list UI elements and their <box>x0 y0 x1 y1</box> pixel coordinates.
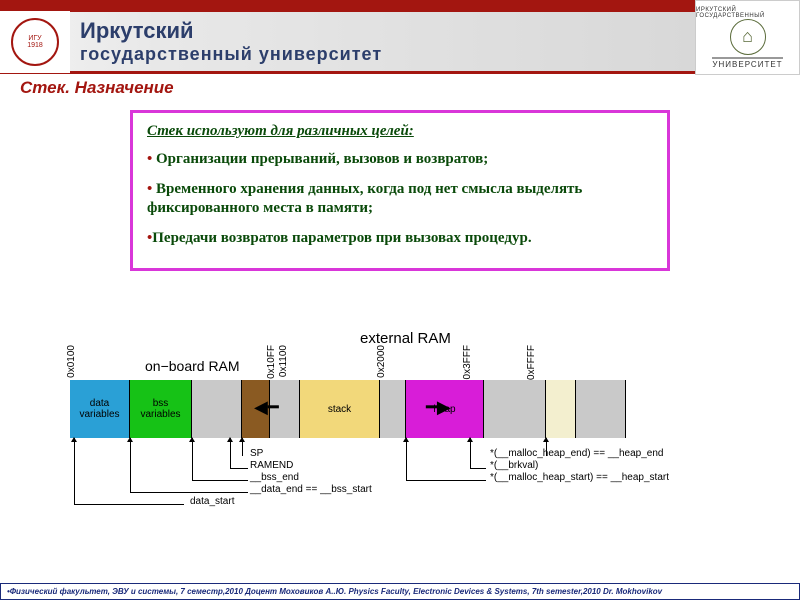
addr-1100: 0x1100 <box>278 345 289 377</box>
bullet-1: • Организации прерываний, вызовов и возв… <box>147 150 653 170</box>
datastart-label: data_start <box>190 496 234 507</box>
logo-right: ИРКУТСКИЙ ГОСУДАРСТВЕННЫЙ ⌂ УНИВЕРСИТЕТ <box>695 0 800 75</box>
seal-icon: ИГУ1918 <box>11 18 59 66</box>
addr-3fff: 0x3FFF <box>462 345 473 379</box>
mem-seg-8 <box>484 380 546 438</box>
footer: •Физический факультет, ЭВУ и системы, 7 … <box>0 583 800 600</box>
memory-row: data variablesbss variablesstackheap <box>70 380 626 438</box>
sp-line <box>242 438 243 456</box>
bullet-2: • Временного хранения данных, когда под … <box>147 180 653 219</box>
mallocstart-label: *(__malloc_heap_start) == __heap_start <box>490 472 669 483</box>
uni-line1: Иркутский <box>80 18 800 44</box>
intro-text: Стек используют для различных целей: <box>147 123 653 140</box>
content-box: Стек используют для различных целей: • О… <box>130 110 670 271</box>
building-icon: ⌂ <box>730 19 766 55</box>
mem-seg-0: data variables <box>70 380 130 438</box>
addr-10ff: 0x10FF <box>266 345 277 379</box>
mem-seg-5: stack <box>300 380 380 438</box>
sp-label: SP <box>250 448 263 459</box>
addr-2000: 0x2000 <box>376 345 387 378</box>
dataend-label: __data_end == __bss_start <box>250 484 372 495</box>
uni-line2: государственный университет <box>80 44 800 65</box>
dataend-line <box>130 438 131 492</box>
university-title: Иркутский государственный университет <box>70 18 800 65</box>
brkval-line <box>470 438 471 468</box>
logo-right-top: ИРКУТСКИЙ ГОСУДАРСТВЕННЫЙ <box>696 7 799 19</box>
mem-seg-9 <box>546 380 576 438</box>
arrow-right-icon: ━▶ <box>426 397 451 418</box>
mallocend-label: *(__malloc_heap_end) == __heap_end <box>490 448 663 459</box>
mem-seg-1: bss variables <box>130 380 192 438</box>
onboard-ram-label: on−board RAM <box>145 358 240 374</box>
bssend-line <box>192 438 193 480</box>
arrow-left-icon: ◀━ <box>254 397 279 418</box>
slide-title: Стек. Назначение <box>0 74 800 102</box>
logo-right-bottom: УНИВЕРСИТЕТ <box>712 57 782 69</box>
addr-0100: 0x0100 <box>66 345 77 378</box>
mem-seg-2 <box>192 380 242 438</box>
datastart-line <box>74 438 75 504</box>
header-main: ИГУ1918 Иркутский государственный универ… <box>0 12 800 74</box>
external-ram-label: external RAM <box>360 330 451 347</box>
ramend-line <box>230 438 231 468</box>
brkval-label: *(__brkval) <box>490 460 538 471</box>
addr-ffff: 0xFFFF <box>526 345 537 380</box>
logo-left: ИГУ1918 <box>0 11 70 73</box>
header-red-bar <box>0 0 800 12</box>
bullet-3: •Передачи возвратов параметров при вызов… <box>147 229 653 249</box>
mem-seg-10 <box>576 380 626 438</box>
mallocstart-line <box>406 438 407 480</box>
memory-diagram: external RAM on−board RAM 0x0100 0x10FF … <box>70 330 730 560</box>
ramend-label: RAMEND <box>250 460 293 471</box>
bssend-label: __bss_end <box>250 472 299 483</box>
mem-seg-6 <box>380 380 406 438</box>
